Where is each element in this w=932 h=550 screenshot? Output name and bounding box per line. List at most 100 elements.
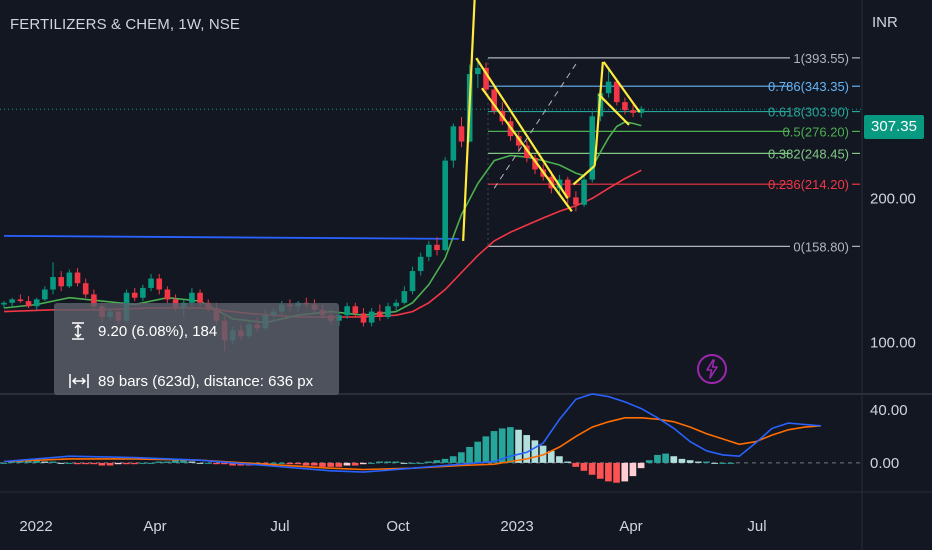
macd-histogram-bar [351, 462, 359, 466]
candle-body [377, 311, 383, 318]
macd-histogram-bar [580, 462, 588, 471]
candle-body [140, 287, 146, 298]
macd-histogram-bar [605, 462, 612, 482]
macd-tick-label: 40.00 [870, 402, 908, 419]
candle-body [564, 179, 571, 198]
candle-body [401, 291, 408, 303]
candle-body [385, 306, 391, 318]
candle-body [66, 272, 73, 287]
flag-line [593, 61, 604, 166]
macd-histogram-bar [302, 462, 310, 466]
candle-body [58, 277, 64, 287]
macd-histogram-bar [711, 462, 718, 464]
macd-histogram-bar [188, 461, 196, 463]
measure-price-change: 9.20 (6.08%), 184 [98, 323, 218, 340]
time-tick-label: Jul [747, 518, 766, 535]
macd-histogram-bar [221, 462, 228, 465]
macd-histogram-bar [123, 462, 130, 465]
price-tick-label: 200.00 [870, 190, 916, 207]
candle-body [491, 89, 497, 111]
candle-body [409, 271, 416, 292]
macd-histogram-bar [670, 456, 678, 463]
axes: 100.00 200.00 0.00 40.00 2022 Apr Jul Oct 2023 Ap… [19, 190, 916, 535]
candle-body [475, 67, 481, 75]
flag-line [602, 61, 641, 113]
macd-histogram-bar [33, 460, 40, 463]
candle-body [483, 67, 489, 90]
macd-histogram-bar [327, 462, 334, 467]
measure-tooltip: 9.20 (6.08%), 184 89 bars (623d), distan… [54, 303, 339, 395]
horizontal-range-icon [68, 371, 89, 391]
flag-line [481, 87, 573, 212]
candle-body [360, 313, 367, 323]
candle-body [74, 272, 81, 284]
candle-body [393, 302, 399, 307]
macd-histogram-bar [25, 460, 32, 463]
flag-pattern-lines[interactable] [462, 0, 641, 241]
flag-line [572, 165, 596, 186]
macd-histogram-bar [359, 462, 367, 465]
candle-body [417, 256, 424, 272]
macd-histogram-bar [425, 461, 433, 463]
macd-histogram-bar [703, 461, 710, 463]
macd-histogram-bar [474, 441, 482, 463]
macd-histogram-bar [229, 462, 236, 466]
trendline[interactable] [3, 234, 459, 240]
macd-histogram-bar [49, 461, 57, 463]
macd-histogram-bar [147, 462, 155, 464]
macd-histogram-bar [547, 450, 555, 463]
time-tick-label: 2023 [500, 518, 533, 535]
macd-histogram-bar [155, 461, 163, 463]
lightning-icon[interactable] [697, 354, 727, 384]
macd-histogram-bar [82, 462, 89, 465]
candle-body [434, 244, 440, 251]
projection-line [493, 63, 577, 189]
macd-histogram-bar [98, 462, 106, 466]
macd-histogram-bar [41, 461, 49, 463]
macd-histogram-bar [278, 462, 285, 464]
macd-histogram-bar [637, 462, 645, 469]
macd-histogram-bar [335, 462, 343, 467]
candle-body [524, 145, 530, 158]
macd-histogram-bar [433, 460, 441, 463]
macd-histogram-bar [507, 427, 514, 463]
macd-histogram-bar [384, 461, 392, 463]
macd-histogram-bar [441, 458, 449, 463]
last-price-badge: 307.35 [864, 115, 924, 139]
macd-histogram-bar [727, 462, 735, 464]
candle-body [42, 289, 48, 300]
macd-histogram-bar [196, 462, 204, 464]
macd-histogram-bar [490, 431, 498, 463]
macd-histogram-bar [319, 462, 326, 467]
candle-body [189, 292, 195, 303]
macd-tick-label: 0.00 [870, 455, 899, 472]
vertical-range-icon [68, 321, 88, 341]
macd-histogram-bar [621, 462, 629, 482]
macd-histogram-bar [310, 462, 318, 466]
currency-label: INR [872, 14, 898, 31]
macd-histogram-bar [596, 462, 604, 479]
flag-line [462, 0, 476, 241]
macd-histogram-bar [172, 460, 179, 463]
candle-body [532, 157, 538, 170]
macd-histogram-bar [449, 456, 457, 463]
macd-histogram-bar [531, 440, 539, 463]
candle-body [131, 292, 138, 298]
candle-body [25, 301, 32, 307]
candle-body [82, 283, 89, 295]
candle-body [91, 294, 97, 307]
macd-histogram-bar [400, 462, 408, 464]
candle-body [368, 311, 375, 323]
candle-body [589, 116, 596, 180]
candle-body [426, 244, 432, 257]
candle-body [9, 299, 15, 303]
macd-histogram-bar [482, 436, 490, 463]
flag-line [475, 57, 569, 200]
macd-histogram-bar [686, 460, 694, 463]
macd-histogram-bar [466, 446, 473, 463]
fib-level-label: 1(393.55) [793, 51, 849, 66]
macd-histogram-bar [556, 456, 563, 463]
candle-body [156, 278, 163, 290]
candle-body [630, 110, 636, 113]
